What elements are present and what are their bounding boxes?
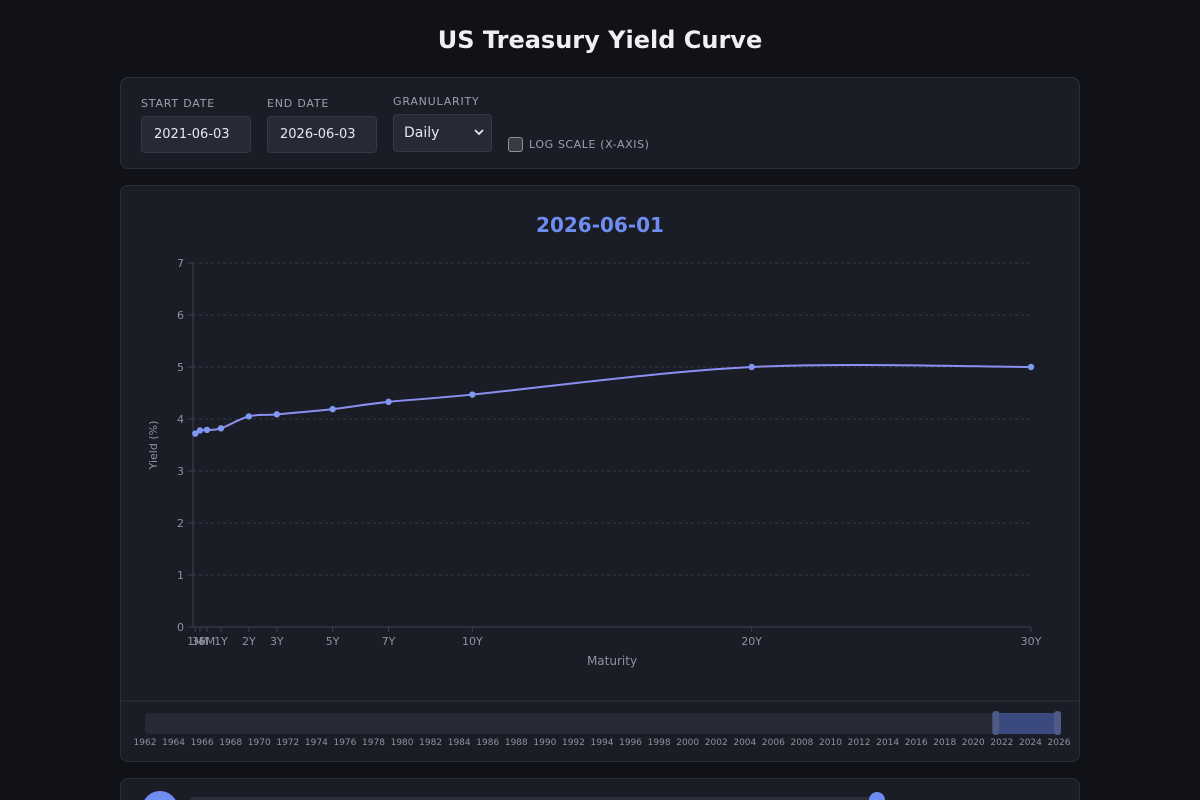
granularity-value: Daily <box>404 125 440 141</box>
data-point <box>196 427 204 434</box>
end-date-field: END DATE <box>267 97 377 153</box>
timeline-year-label: 1968 <box>219 738 242 748</box>
log-scale-toggle[interactable]: LOG SCALE (X-AXIS) <box>508 137 650 152</box>
timeline-year-label: 1974 <box>305 738 328 748</box>
timeline-year-label: 1984 <box>448 738 471 748</box>
y-tick-label: 2 <box>177 517 184 530</box>
data-point <box>217 425 225 432</box>
yield-curve-chart: 2026-06-01 0 1 2 3 4 5 6 7 Yield (%) Maturity 1M3M6… <box>121 213 1079 748</box>
timeline-year-label: 1986 <box>476 738 499 748</box>
x-tick-label: 10Y <box>462 635 483 648</box>
start-date-label: START DATE <box>141 97 216 110</box>
playback-panel <box>120 778 1080 800</box>
x-tick-label: 7Y <box>382 635 396 648</box>
timeline-year-label: 2010 <box>819 738 842 748</box>
granularity-select[interactable]: Daily <box>393 114 492 152</box>
timeline-year-label: 1992 <box>562 738 585 748</box>
timeline-year-label: 2012 <box>848 738 871 748</box>
play-button[interactable] <box>142 791 178 800</box>
y-tick-label: 3 <box>177 465 184 478</box>
data-point <box>329 405 336 413</box>
timeline-year-label: 1966 <box>191 738 214 748</box>
y-tick-label: 5 <box>177 361 184 374</box>
timeline-year-label: 2004 <box>733 738 756 748</box>
timeline-year-label: 1976 <box>333 738 356 748</box>
data-point <box>469 391 476 398</box>
data-point <box>192 430 199 437</box>
start-date-field: START DATE <box>141 97 251 153</box>
timeline-year-label: 1998 <box>648 738 671 748</box>
data-point <box>245 413 253 420</box>
x-tick-label: 1Y <box>214 635 228 648</box>
page-title: US Treasury Yield Curve <box>437 26 763 54</box>
x-tick-label: 1M <box>187 635 204 648</box>
x-axis-label: Maturity <box>587 654 637 668</box>
timeline-year-label: 1970 <box>248 738 271 748</box>
granularity-field: GRANULARITY Daily <box>393 95 492 152</box>
log-scale-label: LOG SCALE (X-AXIS) <box>529 138 650 151</box>
playback-track[interactable] <box>190 797 884 800</box>
timeline-year-label: 1988 <box>505 738 528 748</box>
timeline-track <box>145 713 1059 734</box>
timeline-year-label: 2024 <box>1019 738 1042 748</box>
end-date-label: END DATE <box>267 97 330 110</box>
chevron-down-icon <box>474 129 484 136</box>
timeline-year-label: 2000 <box>676 738 699 748</box>
timeline-handle-right <box>1054 711 1061 735</box>
start-date-input[interactable] <box>141 116 251 153</box>
timeline-year-label: 2006 <box>762 738 785 748</box>
log-scale-checkbox[interactable] <box>508 137 523 152</box>
timeline-handle-left <box>992 711 1000 735</box>
x-tick-label: 30Y <box>1021 635 1042 648</box>
timeline-year-label: 1962 <box>134 738 157 748</box>
y-axis-label: Yield (%) <box>147 421 160 471</box>
x-tick-label: 6M <box>199 635 216 648</box>
data-point <box>273 411 280 418</box>
data-point <box>1027 363 1035 371</box>
timeline-year-label: 2020 <box>962 738 985 748</box>
data-point <box>385 398 392 406</box>
playback-thumb[interactable] <box>869 792 886 800</box>
end-date-input[interactable] <box>267 116 377 153</box>
timeline-year-label: 2026 <box>1048 738 1071 748</box>
chart-panel: 2026-06-01 0 1 2 3 4 5 6 7 Yield (%) Maturity 1M 3M 6… <box>120 185 1080 762</box>
x-tick-label: 3M <box>192 635 209 648</box>
chart-title: 2026-06-01 <box>536 213 664 237</box>
granularity-label: GRANULARITY <box>393 95 480 108</box>
timeline-year-label: 1972 <box>276 738 299 748</box>
data-point <box>203 426 211 434</box>
timeline-year-label: 2016 <box>905 738 928 748</box>
timeline-year-label: 1978 <box>362 738 385 748</box>
x-tick-label: 5Y <box>326 635 340 648</box>
y-tick-label: 0 <box>177 621 184 634</box>
data-point <box>748 363 755 371</box>
x-tick-label: 3Y <box>270 635 284 648</box>
timeline-year-label: 1994 <box>591 738 614 748</box>
controls-panel: START DATE END DATE GRANULARITY Daily LO… <box>120 77 1080 169</box>
y-tick-label: 7 <box>177 257 184 270</box>
timeline-year-label: 2022 <box>990 738 1013 748</box>
timeline-selected-range <box>993 713 1059 734</box>
x-tick-label: 20Y <box>741 635 762 648</box>
timeline-year-label: 2002 <box>705 738 728 748</box>
yield-curve-line <box>194 363 1032 435</box>
y-tick-label: 1 <box>177 569 184 582</box>
timeline-year-label: 1996 <box>619 738 642 748</box>
timeline-year-label: 2014 <box>876 738 899 748</box>
timeline-year-label: 1990 <box>533 738 556 748</box>
timeline-year-label: 2018 <box>933 738 956 748</box>
y-tick-label: 6 <box>177 309 184 322</box>
timeline-year-label: 2008 <box>790 738 813 748</box>
y-tick-label: 4 <box>177 413 184 426</box>
timeline-year-label: 1982 <box>419 738 442 748</box>
timeline-year-label: 1980 <box>391 738 414 748</box>
x-tick-label: 2Y <box>242 635 256 648</box>
timeline-year-label: 1964 <box>162 738 185 748</box>
